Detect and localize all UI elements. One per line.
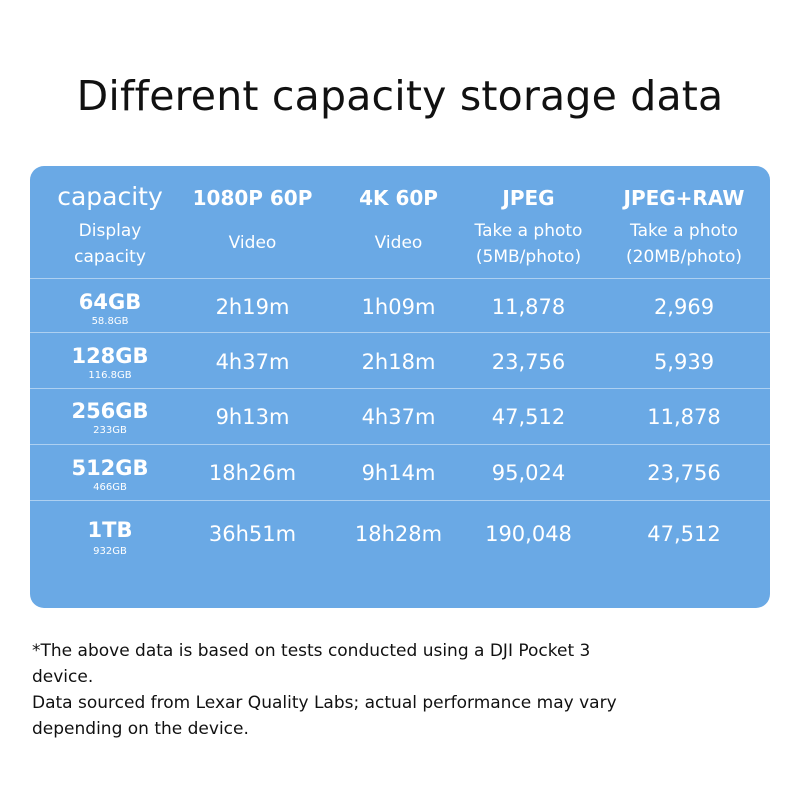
storage-table: capacity Display capacity 1080P 60P Vide… xyxy=(30,166,770,608)
row-jpeg-value: 190,048 xyxy=(485,522,572,546)
footnote-test-device: *The above data is based on tests conduc… xyxy=(32,641,591,687)
row-display-capacity: 233GB xyxy=(93,425,127,436)
header-jpeg-raw-sub-line1: Take a photo xyxy=(630,221,738,241)
row-jpeg-raw-value: 2,969 xyxy=(653,295,715,319)
row-jpeg-value: 95,024 xyxy=(491,461,566,485)
header-capacity: capacity xyxy=(57,182,163,211)
page-title: Different capacity storage data xyxy=(76,72,724,120)
header-display-line2: capacity xyxy=(74,247,146,267)
row-1080p-value: 36h51m xyxy=(208,522,297,546)
row-capacity: 256GB xyxy=(71,399,149,423)
row-jpeg-raw-value: 23,756 xyxy=(647,461,721,485)
row-divider xyxy=(30,278,770,279)
row-1080p-value: 9h13m xyxy=(215,405,290,429)
row-divider xyxy=(30,388,770,389)
row-capacity: 1TB xyxy=(87,518,133,542)
header-jpeg-raw: JPEG+RAW xyxy=(623,186,745,210)
header-jpeg-raw-sub: Take a photo (20MB/photo) xyxy=(604,218,764,270)
row-divider xyxy=(30,332,770,333)
row-display-capacity: 932GB xyxy=(93,546,127,557)
row-display-capacity: 466GB xyxy=(93,482,127,493)
header-jpeg-sub-line1: Take a photo xyxy=(474,221,583,241)
row-4k-value: 9h14m xyxy=(361,461,436,485)
header-jpeg-sub-line2: (5MB/photo) xyxy=(475,247,582,267)
row-jpeg-value: 11,878 xyxy=(491,295,566,319)
row-jpeg-value: 23,756 xyxy=(491,350,566,374)
header-1080p-sub: Video xyxy=(228,233,277,253)
header-display-line1: Display xyxy=(78,221,142,241)
header-jpeg-raw-sub-line2: (20MB/photo) xyxy=(626,247,742,267)
header-display-capacity: Display capacity xyxy=(30,218,190,270)
row-jpeg-raw-value: 5,939 xyxy=(653,350,715,374)
row-jpeg-raw-value: 47,512 xyxy=(647,522,721,546)
row-jpeg-value: 47,512 xyxy=(491,405,566,429)
footnote-data-source: Data sourced from Lexar Quality Labs; ac… xyxy=(32,693,617,739)
row-jpeg-raw-value: 11,878 xyxy=(647,405,721,429)
row-1080p-value: 2h19m xyxy=(215,295,290,319)
row-display-capacity: 58.8GB xyxy=(91,316,129,327)
row-capacity: 128GB xyxy=(71,344,149,368)
row-capacity: 512GB xyxy=(71,456,149,480)
row-display-capacity: 116.8GB xyxy=(88,370,132,381)
row-divider xyxy=(30,444,770,445)
row-1080p-value: 18h26m xyxy=(208,461,297,485)
header-4k-sub: Video xyxy=(374,233,423,253)
row-4k-value: 2h18m xyxy=(361,350,436,374)
row-capacity: 64GB xyxy=(78,290,142,314)
footnote: *The above data is based on tests conduc… xyxy=(32,638,632,742)
header-jpeg-sub: Take a photo (5MB/photo) xyxy=(456,218,601,270)
header-jpeg: JPEG xyxy=(502,186,555,210)
header-1080p: 1080P 60P xyxy=(192,186,313,210)
row-4k-value: 1h09m xyxy=(361,295,436,319)
header-4k: 4K 60P xyxy=(359,186,438,210)
row-1080p-value: 4h37m xyxy=(215,350,290,374)
row-4k-value: 4h37m xyxy=(361,405,436,429)
row-divider xyxy=(30,500,770,501)
row-4k-value: 18h28m xyxy=(354,522,443,546)
